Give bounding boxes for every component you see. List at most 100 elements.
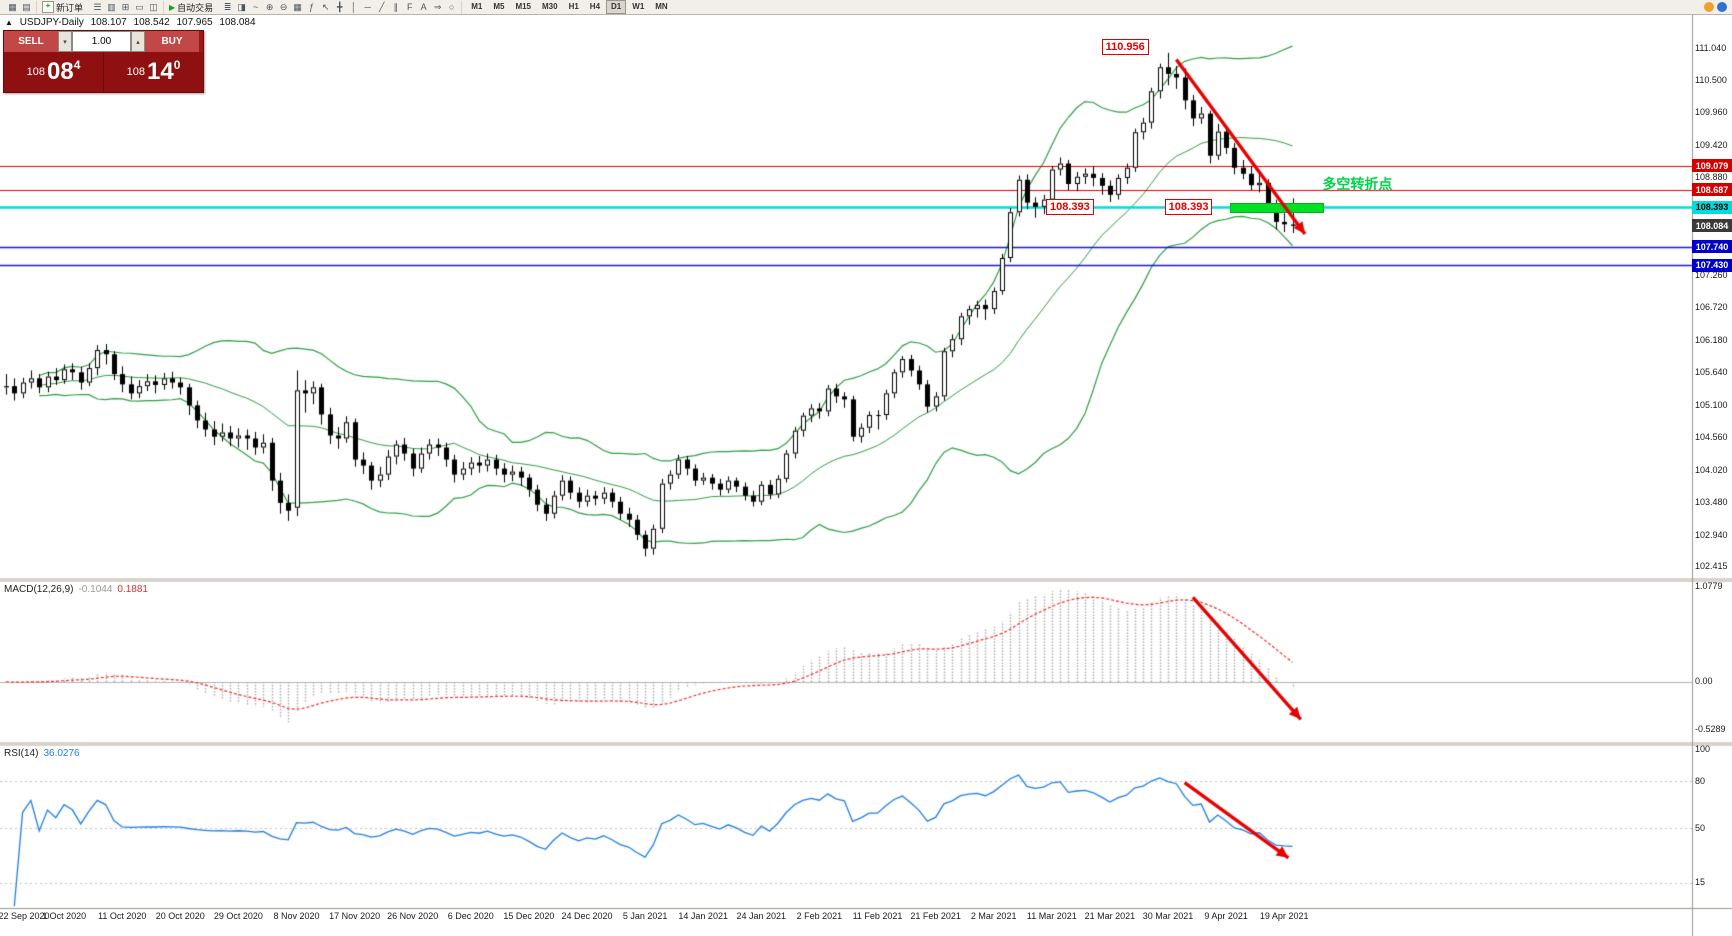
- notifications-icon[interactable]: [1704, 2, 1714, 12]
- fibonacci-icon[interactable]: F: [406, 2, 413, 12]
- cursor-icon[interactable]: ↖: [321, 1, 330, 12]
- date-label: 2 Mar 2021: [970, 911, 1017, 921]
- date-label: 24 Jan 2021: [736, 911, 787, 921]
- volume-up-button[interactable]: ▴: [131, 31, 145, 52]
- ohlc-info: ▲ USDJPY-Daily 108.107 108.542 107.965 1…: [5, 17, 260, 28]
- price-tick: 109.420: [1695, 139, 1728, 150]
- price-tick: 102.415: [1695, 561, 1728, 572]
- bar-chart-icon[interactable]: ≣: [223, 1, 232, 12]
- strategy-tester-icon[interactable]: ◫: [149, 1, 158, 12]
- price-tick: 106.180: [1695, 334, 1728, 345]
- new-order-button[interactable]: + 新订单: [38, 1, 87, 14]
- date-label: 30 Mar 2021: [1142, 911, 1194, 921]
- community-icon[interactable]: [1717, 2, 1727, 12]
- high-value: 108.542: [133, 17, 170, 28]
- timeframe-button-m5[interactable]: M5: [493, 2, 505, 11]
- terminal-icon[interactable]: ▭: [135, 1, 144, 12]
- price-tick: 106.720: [1695, 302, 1728, 313]
- time-axis[interactable]: 22 Sep 2020 1 Oct 2020 11 Oct 2020 20 Oct 2…: [0, 908, 1692, 936]
- buy-button[interactable]: BUY: [145, 31, 199, 52]
- symbol-label: USDJPY-Daily: [19, 17, 84, 28]
- timeframe-button-mn[interactable]: MN: [655, 2, 668, 11]
- macd-tick: -0.5289: [1695, 723, 1726, 734]
- price-badge: 108.687: [1692, 183, 1732, 197]
- price-tick: 104.020: [1695, 464, 1728, 475]
- arrow-object-icon[interactable]: ⇒: [433, 1, 442, 12]
- timeframe-button-h1[interactable]: H1: [568, 2, 579, 11]
- vertical-line-icon[interactable]: │: [350, 2, 357, 12]
- macd-tick: 0.00: [1695, 676, 1713, 687]
- line-chart-icon[interactable]: ~: [253, 2, 259, 12]
- price-tick: 110.500: [1695, 74, 1727, 85]
- zoom-out-icon[interactable]: ⊖: [279, 1, 288, 12]
- price-tick: 104.560: [1695, 432, 1728, 443]
- annotation-price-108393-left[interactable]: 108.393: [1045, 199, 1094, 216]
- zoom-in-icon[interactable]: ⊕: [265, 1, 274, 12]
- date-label: 21 Feb 2021: [910, 911, 961, 921]
- new-order-icon: +: [42, 1, 54, 13]
- price-scale[interactable]: 111.040 110.500 109.960 109.420 108.880 107.2…: [1692, 15, 1732, 936]
- date-label: 5 Jan 2021: [622, 911, 668, 921]
- text-label-icon[interactable]: A: [420, 2, 427, 12]
- timeframe-button-d1[interactable]: D1: [606, 0, 627, 14]
- close-value: 108.084: [219, 17, 256, 28]
- play-icon: ▶: [169, 2, 176, 12]
- crosshair-icon[interactable]: ╋: [336, 1, 343, 12]
- date-label: 11 Feb 2021: [852, 911, 903, 921]
- trendline-icon[interactable]: ╱: [378, 1, 385, 12]
- price-tick: 111.040: [1695, 42, 1727, 53]
- date-label: 20 Oct 2020: [155, 911, 205, 921]
- date-label: 14 Jan 2021: [678, 911, 728, 921]
- volume-input[interactable]: [72, 31, 131, 52]
- horizontal-line-icon[interactable]: ─: [364, 2, 371, 12]
- date-label: 26 Nov 2020: [387, 911, 439, 921]
- volume-down-button[interactable]: ▾: [58, 31, 72, 52]
- low-value: 107.965: [176, 17, 213, 28]
- timeframe-button-w1[interactable]: W1: [632, 2, 645, 11]
- market-watch-icon[interactable]: ☰: [93, 1, 102, 12]
- timeframe-button-m15[interactable]: M15: [515, 2, 531, 11]
- annotation-price-108393-right[interactable]: 108.393: [1164, 199, 1213, 216]
- buy-price[interactable]: 108 14 0: [126, 58, 181, 85]
- navigator-icon[interactable]: ⊞: [121, 1, 130, 12]
- timeframe-button-h4[interactable]: H4: [589, 2, 601, 11]
- channel-icon[interactable]: ∥: [393, 1, 398, 12]
- new-chart-icon[interactable]: ▦: [8, 1, 17, 12]
- price-badge: 107.430: [1692, 258, 1732, 272]
- annotation-support-zone[interactable]: [1230, 203, 1324, 214]
- auto-trading-button[interactable]: ▶ 自动交易: [165, 1, 217, 14]
- rsi-tick: 50: [1695, 822, 1706, 833]
- date-label: 15 Dec 2020: [503, 911, 555, 921]
- timeframe-button-m1[interactable]: M1: [471, 2, 483, 11]
- panel-collapse-icon[interactable]: ▲: [5, 18, 13, 27]
- new-order-label: 新订单: [56, 2, 84, 13]
- date-label: 1 Oct 2020: [42, 911, 87, 921]
- arrange-windows-icon[interactable]: ▦: [293, 1, 302, 12]
- date-label: 11 Mar 2021: [1026, 911, 1077, 921]
- timeframe-button-m30[interactable]: M30: [542, 2, 558, 11]
- price-badge: 108.393: [1692, 200, 1732, 214]
- rsi-tick: 100: [1695, 744, 1711, 755]
- price-tick: 108.880: [1695, 172, 1728, 183]
- sell-button[interactable]: SELL: [4, 31, 58, 52]
- annotation-price-110956[interactable]: 110.956: [1101, 38, 1149, 55]
- indicators-icon[interactable]: ƒ: [309, 2, 315, 12]
- rsi-label: RSI(14) 36.0276: [4, 748, 80, 759]
- date-label: 8 Nov 2020: [273, 911, 320, 921]
- date-label: 24 Dec 2020: [561, 911, 613, 921]
- data-window-icon[interactable]: ▥: [107, 1, 116, 12]
- date-label: 6 Dec 2020: [447, 911, 494, 921]
- sell-price[interactable]: 108 08 4: [4, 52, 104, 92]
- price-tick: 105.100: [1695, 399, 1728, 410]
- auto-trading-label: 自动交易: [177, 2, 214, 13]
- profiles-icon[interactable]: ▤: [22, 1, 31, 12]
- main-toolbar: ▦ ▤ + 新订单 ☰ ▥ ⊞ ▭ ◫ ▶ 自动交易 ≣ ◨ ~ ⊕ ⊖ ▦ ƒ ↖ ╋ │ ─ ╱ ∥ F A ⇒ ○ …: [0, 0, 1732, 15]
- open-value: 108.107: [90, 17, 127, 28]
- shapes-icon[interactable]: ○: [448, 2, 455, 12]
- annotation-turning-point-text[interactable]: 多空转折点: [1322, 175, 1393, 192]
- date-label: 11 Oct 2020: [98, 911, 147, 921]
- date-label: 29 Oct 2020: [213, 911, 263, 921]
- candlestick-chart-icon[interactable]: ◨: [237, 1, 246, 12]
